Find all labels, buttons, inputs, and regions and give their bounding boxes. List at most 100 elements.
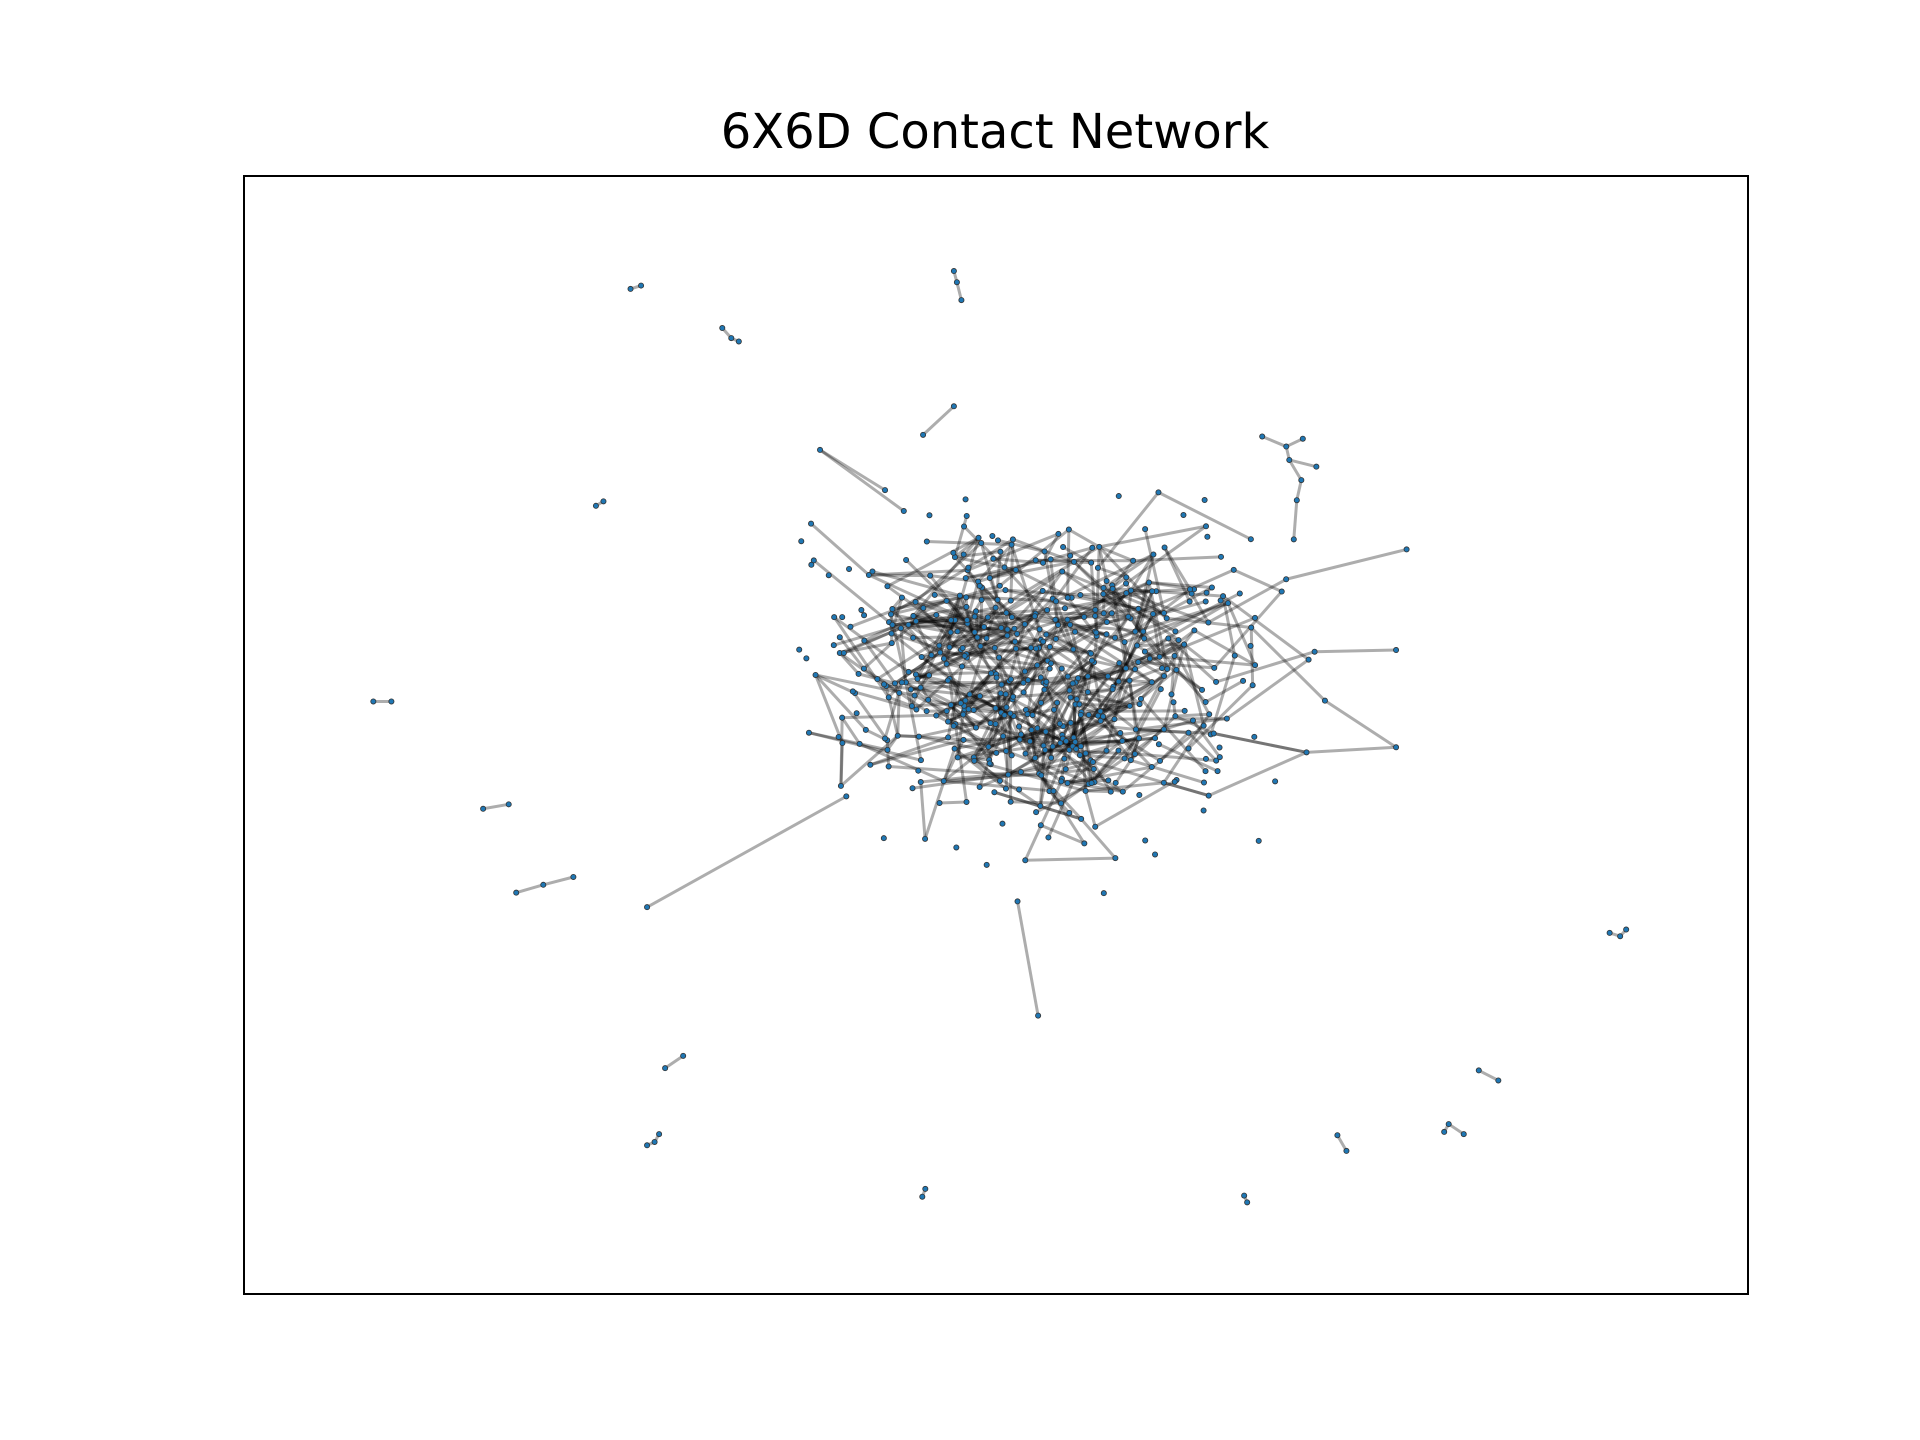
network-edge [888,605,967,624]
network-node [1130,557,1137,564]
network-node [1249,682,1256,689]
network-node [1171,652,1178,659]
network-node [1073,745,1080,752]
network-edge [1113,679,1131,720]
network-node [1343,1147,1350,1154]
network-edge [1076,661,1096,680]
network-edge [1023,780,1063,861]
network-node [1278,588,1285,595]
network-node [1240,677,1247,684]
network-edge [994,673,1005,737]
network-edge [913,694,948,713]
network-node [994,537,1001,544]
network-node [923,708,930,715]
network-edge [912,614,959,633]
network-node [861,637,868,644]
network-node [1127,757,1134,764]
network-edge [972,714,1015,759]
network-node [831,614,838,621]
network-edge [1050,717,1116,760]
network-edge [1065,760,1094,771]
network-node [1135,605,1142,612]
network-node [1046,643,1053,650]
network-edge [868,568,968,577]
network-edge [918,735,997,755]
network-node [961,652,968,659]
network-edge [1128,680,1138,730]
network-edge [907,623,941,647]
network-edge [1092,635,1099,663]
network-node [1045,834,1052,841]
network-edge [963,738,989,749]
network-edge [838,636,866,670]
network-edge [1213,590,1283,669]
network-node [983,635,990,642]
network-edge [1008,773,1042,777]
network-edge [961,626,1002,650]
network-edge [1003,734,1082,748]
network-node [911,692,918,699]
network-edge [1102,592,1177,633]
network-node [1009,536,1016,543]
network-node [1156,653,1163,660]
network-edge [1003,566,1060,626]
network-node [996,654,1003,661]
network-node [1100,890,1107,897]
network-node [962,575,969,582]
network-node [978,540,985,547]
network-node [651,1138,658,1145]
network-node [1161,610,1168,617]
network-edge [943,634,1008,661]
network-edge [1067,765,1153,785]
network-node [1085,711,1092,718]
network-node [1090,766,1097,773]
network-node [1134,642,1141,649]
network-edge [1111,630,1137,688]
network-node [992,705,999,712]
network-node [1112,779,1119,786]
network-node [1020,679,1027,686]
network-edge [1077,674,1109,680]
network-node [1052,616,1059,623]
network-edge [888,695,913,708]
network-edge [1075,698,1093,761]
network-node [1032,754,1039,761]
network-edge [1005,749,1093,785]
network-edge [908,606,996,627]
network-node [977,643,984,650]
network-edge [967,672,993,711]
network-node [1094,564,1101,571]
network-edge [969,693,1074,748]
network-node [1142,526,1149,533]
network-edge [915,613,937,623]
network-edge [1208,750,1308,797]
network-edge [920,655,1003,714]
network-edge [908,646,996,674]
network-edge [926,540,1012,547]
network-edge [1324,699,1397,749]
network-node [915,733,922,740]
network-edge [664,1054,685,1070]
network-edge [915,611,1007,623]
network-edge [1041,533,1060,564]
network-node [1046,665,1053,672]
network-edge [905,558,969,622]
network-node [1049,743,1056,750]
network-edge [1143,528,1166,614]
network-edge [863,599,948,642]
network-node [1119,788,1126,795]
network-edge [897,734,919,739]
network-node [993,749,1000,756]
network-node [945,718,952,725]
network-node [1244,1199,1251,1206]
network-edge [918,735,964,742]
network-edge [1097,680,1153,717]
network-edge [1049,645,1114,691]
network-node [1035,1012,1042,1019]
network-edge [910,679,949,691]
network-node [853,710,860,717]
network-node [960,551,967,558]
network-edge [851,690,889,742]
network-node [1033,809,1040,816]
network-node [956,592,963,599]
